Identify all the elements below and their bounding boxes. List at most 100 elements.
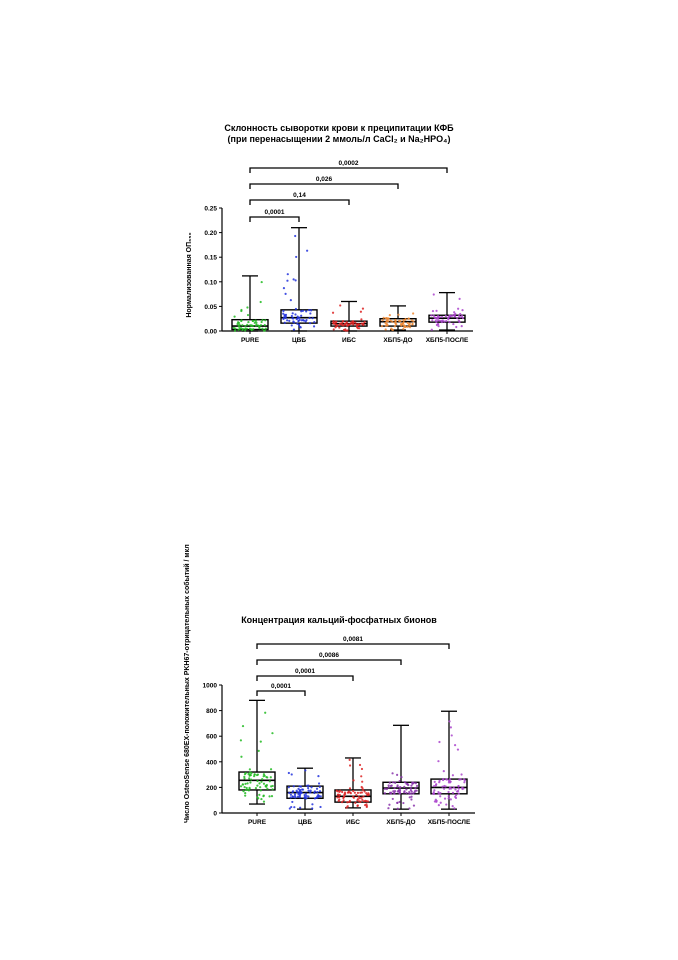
chart2-point	[360, 767, 364, 771]
chart1-point	[244, 325, 247, 328]
chart2-point	[405, 782, 408, 785]
chart1-point	[357, 323, 361, 326]
chart1-point	[437, 319, 440, 322]
chart2-point	[448, 720, 451, 723]
chart1-point	[354, 321, 357, 324]
chart2-point	[304, 796, 307, 799]
chart2-point	[309, 789, 312, 792]
chart1-point	[258, 327, 261, 330]
chart2-point	[296, 795, 299, 798]
chart2-point	[444, 785, 447, 788]
chart2-point	[335, 789, 338, 792]
chart2-point	[408, 796, 411, 799]
chart2-bracket-2	[256, 659, 402, 665]
chart2-point	[433, 789, 436, 792]
chart2-point	[244, 782, 247, 785]
chart1-point	[411, 322, 414, 326]
chart2-y-tick-label: 1000	[203, 683, 218, 690]
chart1-x-tick-label: ИБС	[342, 337, 356, 344]
chart1-point	[408, 326, 412, 329]
chart2-point	[457, 784, 460, 788]
chart2-point	[253, 775, 256, 778]
chart2-point	[454, 794, 458, 797]
chart1-point	[300, 310, 303, 313]
chart2-point	[356, 791, 360, 795]
chart2-point	[460, 773, 463, 776]
chart2-point	[458, 778, 461, 781]
chart1-y-tick-label: 0.05	[204, 304, 217, 311]
chart2-point	[449, 726, 452, 729]
chart2-y-tick-label: 800	[206, 708, 217, 715]
chart2-point	[292, 785, 295, 788]
chart2-point	[262, 782, 266, 785]
chart2-x-tick-label: ХБП5-ДО	[386, 819, 415, 826]
chart2-point	[293, 793, 297, 796]
chart2-point	[408, 792, 411, 795]
chart1-x-tick-label: PURE	[241, 337, 260, 344]
chart2-point	[410, 795, 413, 798]
chart2-point	[257, 749, 260, 752]
chart1-point	[457, 314, 461, 317]
chart2-point	[396, 807, 399, 810]
chart2-point	[405, 788, 408, 791]
chart1-point	[295, 317, 298, 321]
chart2-point	[394, 781, 397, 785]
chart2-point	[268, 780, 271, 783]
chart2-point	[243, 773, 247, 776]
chart1-point	[282, 286, 286, 290]
chart2-bracket-0	[256, 690, 306, 696]
chart2-point	[342, 799, 345, 802]
chart2-point	[408, 807, 411, 810]
chart1-bracket-3	[249, 167, 448, 173]
chart2-point	[402, 801, 405, 805]
chart1-point	[355, 325, 359, 328]
chart2-point	[390, 784, 393, 787]
chart1-point	[448, 314, 451, 317]
chart1-point	[437, 325, 440, 328]
chart1-point	[296, 315, 299, 318]
chart2-point	[415, 784, 419, 788]
chart2-point	[408, 790, 411, 794]
chart1-point	[363, 320, 366, 324]
chart1-point	[254, 319, 257, 322]
chart2-point	[354, 801, 357, 804]
chart2-point	[299, 806, 302, 809]
chart2-point	[364, 799, 367, 802]
chart2-point	[338, 790, 341, 794]
chart2-point	[360, 791, 364, 794]
chart1-x-tick-label: ХБП5-ПОСЛЕ	[426, 337, 469, 344]
chart1-p-value-3: 0,0002	[339, 160, 359, 167]
chart1-point	[341, 320, 345, 323]
chart1-point	[331, 311, 335, 314]
chart1-point	[389, 319, 392, 322]
chart2-y-tick-label: 200	[206, 785, 217, 792]
chart1-point	[312, 325, 316, 328]
chart2-point	[319, 805, 322, 809]
chart2-point	[449, 798, 452, 801]
chart2-point	[290, 805, 293, 809]
chart1-point	[453, 311, 456, 314]
chart1-point	[336, 324, 339, 327]
chart2-point	[353, 791, 356, 794]
chart2-y-tick-label: 0	[213, 811, 217, 818]
chart2-point	[247, 789, 250, 792]
chart1-point	[289, 298, 292, 302]
chart1-point	[460, 325, 463, 328]
chart2-point	[391, 797, 394, 801]
chart1-point	[339, 304, 342, 307]
chart2-point	[356, 804, 359, 807]
chart2-point	[388, 781, 391, 784]
chart2-x-tick-label: PURE	[248, 819, 267, 826]
chart2-point	[305, 794, 308, 798]
chart1-point	[246, 306, 249, 309]
chart2-point	[409, 787, 412, 790]
chart2-point	[443, 787, 446, 790]
chart2-x-tick-label: ИБС	[346, 819, 360, 826]
chart2-point	[288, 807, 291, 810]
chart1-point	[432, 314, 435, 317]
chart1-point	[282, 316, 285, 320]
chart2-point	[259, 789, 262, 792]
chart2-point	[258, 793, 261, 796]
chart2-point	[317, 795, 320, 798]
